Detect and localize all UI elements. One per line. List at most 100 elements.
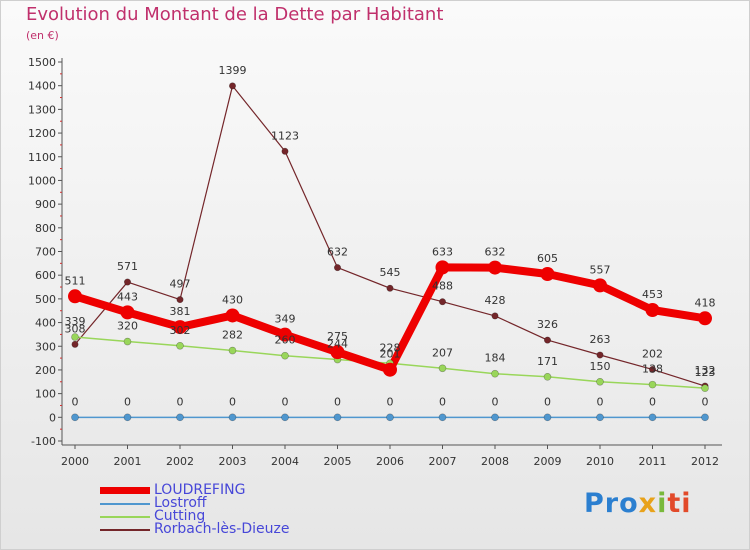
data-point-cutting	[123, 337, 132, 346]
data-point-lostroff	[386, 413, 394, 422]
legend-swatch-lostroff	[100, 502, 150, 505]
data-point-loudrefing	[435, 260, 450, 275]
data-label-loudrefing: 632	[485, 246, 506, 259]
y-tick-label: 900	[35, 198, 56, 211]
data-label-lostroff: 0	[177, 395, 184, 408]
data-label-lostroff: 0	[387, 395, 394, 408]
data-label-cutting: 282	[222, 329, 243, 342]
legend-label-lostroff: Lostroff	[154, 495, 207, 511]
y-tick-label: 400	[35, 317, 56, 330]
y-tick-label: 1400	[28, 80, 56, 93]
data-label-cutting: 260	[275, 334, 296, 347]
data-point-lostroff	[176, 413, 184, 422]
data-point-rorbach	[543, 336, 551, 344]
data-label-loudrefing: 605	[537, 252, 558, 265]
data-label-lostroff: 0	[702, 395, 709, 408]
data-point-lostroff	[123, 413, 132, 422]
y-tick-label: 700	[35, 246, 56, 259]
data-label-loudrefing: 430	[222, 293, 243, 306]
x-tick-label: 2004	[271, 455, 299, 468]
data-point-rorbach	[124, 278, 132, 286]
data-label-cutting: 123	[695, 366, 716, 379]
data-point-loudrefing	[593, 278, 607, 293]
x-tick-label: 2006	[376, 455, 404, 468]
data-point-rorbach	[648, 365, 656, 373]
data-point-cutting	[491, 369, 499, 378]
data-point-lostroff	[543, 413, 552, 422]
y-tick-label: 1300	[28, 103, 56, 116]
data-label-cutting: 207	[432, 346, 453, 359]
data-label-loudrefing: 201	[380, 348, 401, 361]
y-tick-label: 600	[35, 269, 56, 282]
data-point-loudrefing	[278, 327, 292, 342]
y-tick-label: 100	[35, 388, 56, 401]
x-tick-label: 2005	[324, 455, 352, 468]
data-point-rorbach	[438, 298, 446, 306]
legend-label-cutting: Cutting	[154, 508, 206, 524]
data-label-cutting: 171	[537, 355, 558, 368]
data-label-cutting: 302	[170, 324, 191, 337]
data-point-lostroff	[228, 413, 237, 422]
data-label-rorbach: 1123	[271, 129, 299, 142]
data-point-cutting	[176, 341, 184, 350]
data-point-lostroff	[333, 413, 342, 422]
data-point-loudrefing	[120, 305, 135, 320]
data-point-cutting	[596, 377, 604, 386]
y-tick-label: 1100	[28, 151, 56, 164]
data-label-rorbach: 497	[170, 278, 191, 291]
x-tick-label: 2000	[61, 455, 89, 468]
data-label-loudrefing: 453	[642, 288, 663, 301]
legend-swatch-loudrefing	[100, 487, 150, 494]
data-point-rorbach	[491, 312, 499, 320]
legend-swatch-rorbach	[100, 528, 150, 531]
data-point-loudrefing	[330, 345, 345, 360]
data-point-lostroff	[491, 413, 499, 422]
legend-item-cutting: Cutting	[100, 508, 289, 524]
legend-item-lostroff: Lostroff	[100, 495, 289, 511]
data-label-cutting: 150	[590, 360, 611, 373]
data-point-lostroff	[596, 413, 604, 422]
data-label-loudrefing: 557	[590, 263, 611, 276]
data-point-cutting	[648, 380, 657, 389]
x-tick-label: 2011	[639, 455, 667, 468]
x-tick-label: 2012	[691, 455, 719, 468]
data-label-rorbach: 571	[117, 260, 138, 273]
data-point-cutting	[701, 384, 709, 392]
data-point-loudrefing	[225, 308, 240, 323]
data-label-cutting: 138	[642, 363, 663, 376]
data-point-loudrefing	[540, 267, 555, 282]
data-point-cutting	[228, 346, 237, 355]
chart-legend: LOUDREFING Lostroff Cutting Rorbach-lès-…	[100, 483, 290, 537]
legend-label-rorbach: Rorbach-lès-Dieuze	[154, 521, 290, 537]
data-label-rorbach: 428	[485, 294, 506, 307]
data-label-rorbach: 308	[65, 322, 86, 335]
data-point-lostroff	[281, 413, 289, 422]
data-point-lostroff	[701, 413, 709, 422]
data-label-loudrefing: 511	[65, 274, 86, 287]
data-point-cutting	[543, 373, 552, 381]
data-label-rorbach: 632	[327, 246, 348, 259]
legend-swatch-cutting	[100, 515, 150, 518]
data-label-rorbach: 1399	[219, 64, 247, 77]
data-point-cutting	[438, 364, 447, 373]
data-point-rorbach	[71, 340, 79, 348]
x-tick-label: 2010	[586, 455, 614, 468]
data-label-loudrefing: 418	[695, 296, 716, 309]
data-point-rorbach	[281, 147, 289, 155]
y-tick-label: 1000	[28, 174, 56, 187]
proxiti-logo: Proxiti	[584, 488, 692, 519]
data-point-rorbach	[596, 351, 604, 359]
y-tick-label: 200	[35, 364, 56, 377]
data-label-lostroff: 0	[334, 395, 341, 408]
data-point-lostroff	[438, 413, 447, 422]
data-point-cutting	[71, 333, 79, 341]
data-label-cutting: 339	[65, 315, 86, 328]
data-label-lostroff: 0	[649, 395, 656, 408]
data-label-loudrefing: 381	[170, 305, 191, 318]
data-point-loudrefing	[173, 320, 187, 335]
x-tick-label: 2009	[534, 455, 562, 468]
y-tick-label: 0	[49, 411, 56, 424]
data-label-lostroff: 0	[492, 395, 499, 408]
data-point-rorbach	[229, 82, 237, 90]
y-tick-label: 800	[35, 222, 56, 235]
